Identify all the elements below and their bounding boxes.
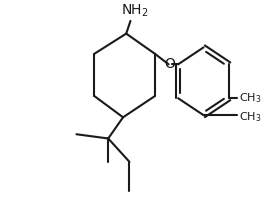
Text: CH$_3$: CH$_3$ [239, 110, 261, 124]
Text: CH$_3$: CH$_3$ [239, 91, 261, 105]
Text: O: O [164, 57, 175, 71]
Text: NH$_2$: NH$_2$ [121, 2, 148, 19]
